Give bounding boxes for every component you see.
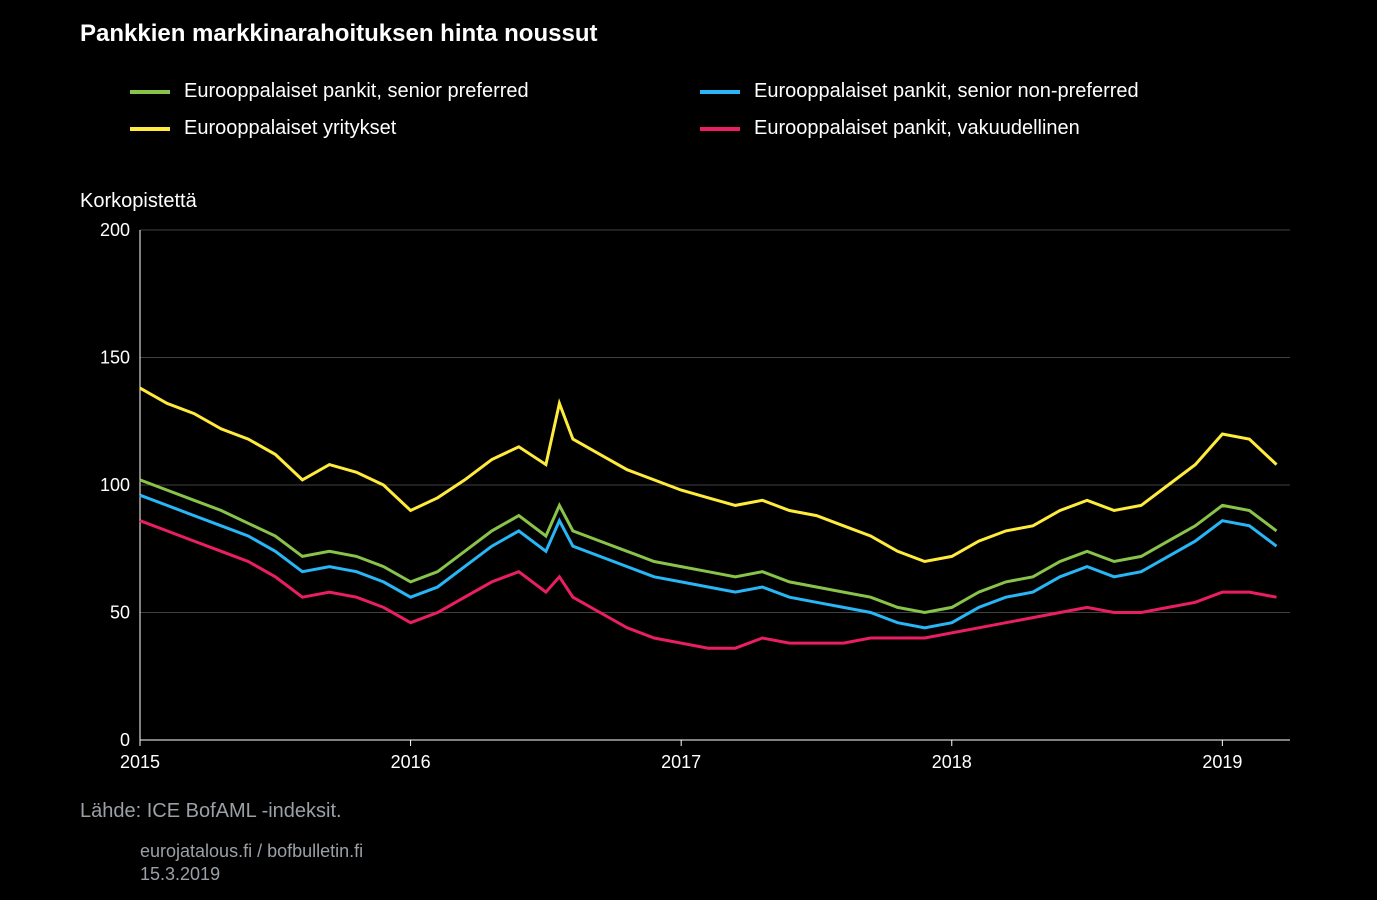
svg-text:2016: 2016 <box>391 752 431 772</box>
legend-item: Eurooppalaiset pankit, senior non-prefer… <box>700 80 1230 103</box>
legend-label: Eurooppalaiset pankit, senior preferred <box>184 80 529 103</box>
chart-title: Pankkien markkinarahoituksen hinta nouss… <box>80 20 597 48</box>
legend-label: Eurooppalaiset pankit, vakuudellinen <box>754 117 1080 140</box>
svg-text:50: 50 <box>110 603 130 623</box>
footer-line: 15.3.2019 <box>140 863 363 886</box>
legend-swatch <box>700 127 740 131</box>
legend-item: Eurooppalaiset pankit, senior preferred <box>130 80 660 103</box>
legend-item: Eurooppalaiset pankit, vakuudellinen <box>700 117 1230 140</box>
legend-swatch <box>130 127 170 131</box>
svg-text:2019: 2019 <box>1202 752 1242 772</box>
svg-text:2017: 2017 <box>661 752 701 772</box>
legend-item: Eurooppalaiset yritykset <box>130 117 660 140</box>
svg-text:0: 0 <box>120 730 130 750</box>
legend: Eurooppalaiset pankit, senior preferred … <box>130 80 1230 140</box>
y-axis-label: Korkopistettä <box>80 190 197 213</box>
footer-line: eurojatalous.fi / bofbulletin.fi <box>140 840 363 863</box>
svg-text:150: 150 <box>100 348 130 368</box>
source-line: Lähde: ICE BofAML -indeksit. <box>80 800 342 823</box>
legend-swatch <box>700 90 740 94</box>
svg-text:2018: 2018 <box>932 752 972 772</box>
svg-text:100: 100 <box>100 475 130 495</box>
legend-label: Eurooppalaiset pankit, senior non-prefer… <box>754 80 1139 103</box>
svg-text:2015: 2015 <box>120 752 160 772</box>
chart-plot-area: 0 50 100 150 200 2015 2016 2017 2018 2019 <box>80 220 1300 780</box>
legend-label: Eurooppalaiset yritykset <box>184 117 396 140</box>
footer: eurojatalous.fi / bofbulletin.fi 15.3.20… <box>140 840 363 887</box>
svg-text:200: 200 <box>100 220 130 240</box>
legend-swatch <box>130 90 170 94</box>
